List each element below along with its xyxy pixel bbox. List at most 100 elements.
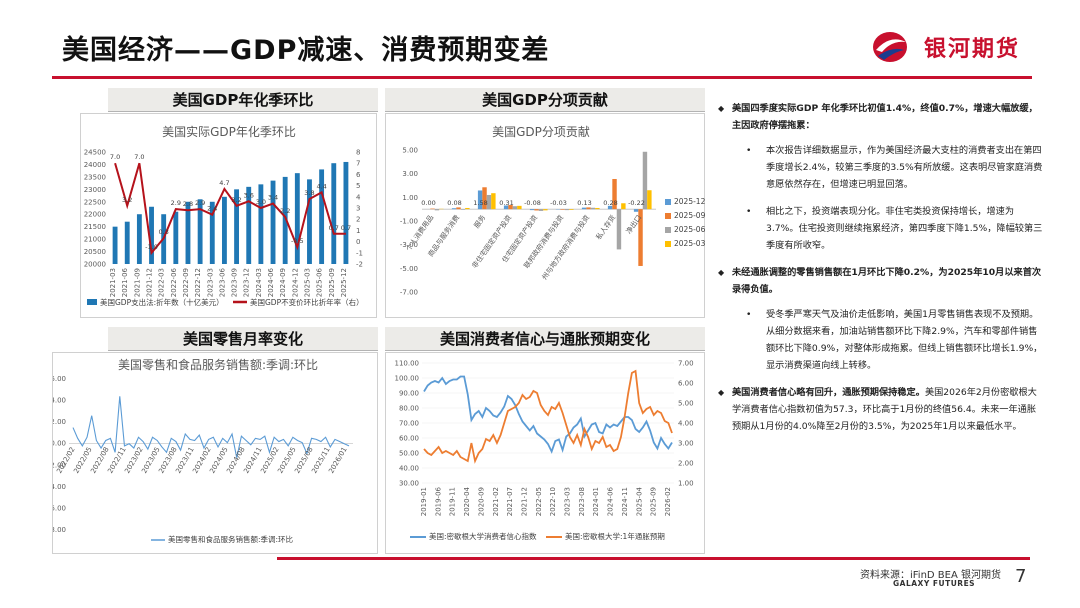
gdp-bar xyxy=(307,179,312,264)
data-label: 2.9 xyxy=(195,199,205,207)
y-tick-label-right: 5 xyxy=(356,182,360,190)
data-label: -0.03 xyxy=(550,199,567,207)
note-1: ◆ 美国四季度实际GDP 年化季环比初值1.4%，终值0.7%，增速大幅放缓，主… xyxy=(718,100,1043,134)
contrib-bar xyxy=(642,151,648,210)
contrib-bar xyxy=(586,207,591,210)
data-label: 4.7 xyxy=(219,179,229,187)
legend-label-line: 美国GDP不变价环比折年率（右） xyxy=(250,297,364,307)
retail-chart-svg: 美国零售和食品服务销售额:季调:环比 6.00 4.00 2.00 0.00 -2.00 -… xyxy=(53,357,353,544)
data-label: 0.08 xyxy=(447,199,461,207)
y-tick-label-right: -2 xyxy=(356,261,363,269)
gdp-bar xyxy=(270,180,276,264)
data-label: -0.5 xyxy=(291,237,304,245)
x-tick-label: 2026-02 xyxy=(664,487,672,516)
gdp-growth-line xyxy=(114,162,346,256)
contrib-bar xyxy=(616,209,622,250)
legend-swatch xyxy=(665,227,671,233)
x-tick-label: 2023-03 xyxy=(564,487,572,516)
y-tick-label: -1.00 xyxy=(400,218,418,226)
gdp-chart-svg: 美国实际GDP年化季环比2450024000235002300022500220… xyxy=(84,124,364,307)
conf-chart: 110.00 100.00 90.00 80.00 70.00 60.00 50.00 40.… xyxy=(385,352,705,554)
x-tick-label: 2021-03 xyxy=(109,268,117,297)
y-tick-label-left: 24500 xyxy=(84,149,106,157)
data-label: 0.3 xyxy=(159,228,169,236)
data-label: 0.31 xyxy=(499,199,513,207)
x-tick-label: 2021-12 xyxy=(520,487,528,516)
contrib-bar xyxy=(612,178,617,210)
gdp-bar xyxy=(294,173,300,264)
section-title-gdp: 美国GDP年化季环比 xyxy=(108,88,378,112)
bullet-diamond-icon: ◆ xyxy=(718,268,725,277)
y-tick-label: 1.00 xyxy=(402,194,418,202)
gdp-bar xyxy=(221,196,227,264)
contrib-bar xyxy=(633,209,639,212)
contrib-bar xyxy=(508,205,513,210)
y-tick-label: 3.00 xyxy=(402,170,418,178)
contrib-bar xyxy=(564,209,570,211)
contrib-bar xyxy=(512,206,518,210)
commentary-panel: ◆ 美国四季度实际GDP 年化季环比初值1.4%，终值0.7%，增速大幅放缓，主… xyxy=(718,100,1043,443)
x-tick-label: 私人存货 xyxy=(594,213,617,241)
y-tick-label-right: 2 xyxy=(356,216,360,224)
gdp-bar xyxy=(258,184,264,264)
y-tick-label-right: 6.00 xyxy=(678,380,694,388)
x-tick-label: 2021-07 xyxy=(506,487,514,516)
legend-label: 2025-03 xyxy=(674,239,706,248)
y-tick-label-left: 60.00 xyxy=(399,435,419,443)
note-2: ◆ 未经通胀调整的零售销售额在1月环比下降0.2%，为2025年10月以来首次录… xyxy=(718,264,1043,298)
contrib-bar xyxy=(529,209,535,211)
y-tick-label-left: 80.00 xyxy=(399,405,419,413)
retail-line xyxy=(72,396,350,458)
y-tick-label-left: 50.00 xyxy=(399,450,419,458)
y-tick-label-left: 23500 xyxy=(84,173,106,181)
x-tick-label: 2025-09 xyxy=(650,487,658,516)
data-label: 3.4 xyxy=(268,194,278,202)
y-tick-label-left: 70.00 xyxy=(399,420,419,428)
chart-title: 美国GDP分项贡献 xyxy=(492,124,590,139)
legend-swatch xyxy=(665,199,671,205)
data-label: 0.28 xyxy=(603,199,617,207)
note-2-sub-1-text: 受冬季严寒天气及油价走低影响，美国1月零售销售表现不及预期。从细分数据来看，加油… xyxy=(766,309,1043,371)
contrib-bar xyxy=(465,207,470,210)
gdp-bar xyxy=(246,186,252,264)
footer-divider xyxy=(277,557,1030,560)
gdp-bar xyxy=(173,211,179,264)
x-tick-label: 2022-10 xyxy=(549,487,557,516)
y-tick-label-right: 8 xyxy=(356,149,360,157)
confidence-line xyxy=(423,375,673,454)
contrib-bar xyxy=(434,209,440,211)
y-tick-label-left: 20500 xyxy=(84,248,106,256)
data-label: -0.22 xyxy=(628,199,645,207)
contrib-bar xyxy=(456,207,461,210)
x-tick-label: 2025-06 xyxy=(316,267,324,297)
gdp-bar xyxy=(185,201,191,264)
contrib-bar xyxy=(581,207,587,210)
note-1-sub-2: • 相比之下，投资端表现分化。非住宅类投资保持增长，增速为3.7%。住宅投资则继… xyxy=(746,203,1043,254)
y-tick-label: -7.00 xyxy=(400,289,418,297)
contrib-bar xyxy=(560,209,565,210)
y-tick-label-right: 4.00 xyxy=(678,420,694,428)
y-tick-label-right: 0 xyxy=(356,238,360,246)
data-label: 3.0 xyxy=(256,198,266,206)
gdp-bar xyxy=(136,214,142,264)
data-label: -1.0 xyxy=(145,243,158,251)
bullet-diamond-icon: ◆ xyxy=(718,104,725,113)
x-tick-label: 2024-01 xyxy=(592,487,600,516)
y-tick-label-left: 23000 xyxy=(84,186,106,194)
x-tick-label: 2021-06 xyxy=(121,267,129,297)
inflation-expectation-line xyxy=(423,369,673,464)
data-label: 2.8 xyxy=(183,200,193,208)
x-tick-label: 2023-08 xyxy=(578,487,586,516)
note-1-main: 美国四季度实际GDP 年化季环比初值1.4%，终值0.7%，增速大幅放缓，主因政… xyxy=(732,103,1038,131)
x-tick-label: 2025-04 xyxy=(635,486,643,516)
contrib-bar xyxy=(569,209,574,210)
x-tick-label: 2022-09 xyxy=(182,268,190,297)
data-label: 0.7 xyxy=(329,224,339,232)
data-label: 7.0 xyxy=(134,153,144,161)
note-3-lead: 美国消费者信心略有回升，通胀预期保持稳定。 xyxy=(732,387,925,398)
x-tick-label: 2025-09 xyxy=(328,268,336,297)
data-label: 2.4 xyxy=(207,205,217,213)
x-tick-label: 2022-06 xyxy=(170,267,178,297)
footer-brand: GALAXY FUTURES xyxy=(893,579,976,588)
x-tick-label: 2022-03 xyxy=(158,268,166,297)
